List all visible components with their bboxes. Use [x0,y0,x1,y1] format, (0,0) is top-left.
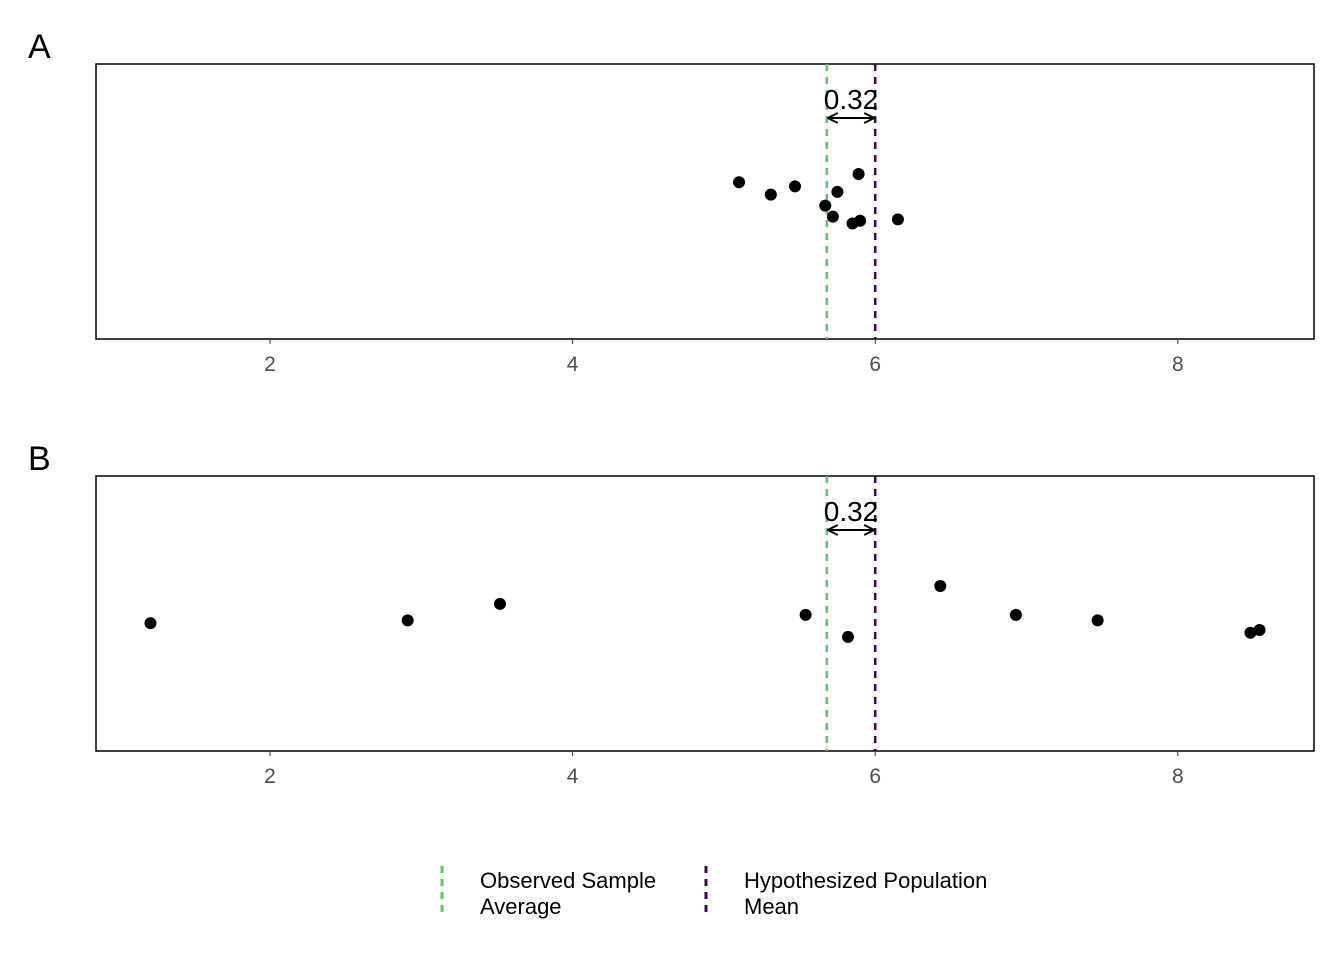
data-point-b-7 [1009,608,1022,621]
x-tick-label-a-6: 6 [869,353,881,376]
legend: Observed Sample Average Hypothesized Pop… [440,866,987,919]
data-point-a-9 [854,214,867,227]
panel-b: B 2 4 6 8 0.32 [28,440,1315,788]
x-tick-label-b-8: 8 [1172,765,1184,788]
data-point-a-8 [852,168,865,180]
data-point-a-4 [819,199,832,212]
data-point-a-10 [891,213,904,226]
legend-label-population-mean-line1: Hypothesized Population [744,868,987,893]
difference-label-b: 0.32 [824,496,879,527]
data-point-b-9 [1244,626,1257,639]
data-point-b-5 [841,630,854,643]
data-point-b-6 [934,580,947,592]
x-tick-label-a-8: 8 [1172,353,1184,376]
panel-frame-a [95,63,1315,340]
data-point-b-8 [1091,614,1104,627]
data-point-a-2 [764,188,777,201]
x-tick-label-a-4: 4 [567,353,579,376]
legend-label-sample-average-line2: Average [480,894,562,919]
data-point-b-10 [1253,624,1266,636]
data-point-b-2 [401,614,414,627]
data-point-b-1 [144,617,157,630]
legend-item-sample-average: Observed Sample Average [440,866,656,919]
data-point-a-3 [789,180,802,193]
x-tick-label-b-2: 2 [264,765,276,788]
panel-tag-b: B [28,440,51,478]
panel-frame-b [95,475,1315,752]
x-tick-label-b-4: 4 [567,765,579,788]
data-point-b-3 [493,597,506,610]
panel-tag-a: A [28,28,51,66]
data-point-a-6 [831,185,844,198]
difference-label-a: 0.32 [824,84,879,115]
legend-label-sample-average-line1: Observed Sample [480,868,656,893]
x-tick-label-a-2: 2 [264,353,276,376]
panel-a: A 2 4 6 8 0.32 [28,28,1315,376]
legend-item-population-mean: Hypothesized Population Mean [704,866,987,919]
data-point-a-5 [826,210,839,223]
x-tick-label-b-6: 6 [869,765,881,788]
panels-layer: A 2 4 6 8 0.32 B 2 4 6 8 0.32 [28,28,1315,788]
data-point-a-1 [733,176,746,189]
legend-label-population-mean-line2: Mean [744,894,799,919]
data-point-b-4 [799,608,812,621]
